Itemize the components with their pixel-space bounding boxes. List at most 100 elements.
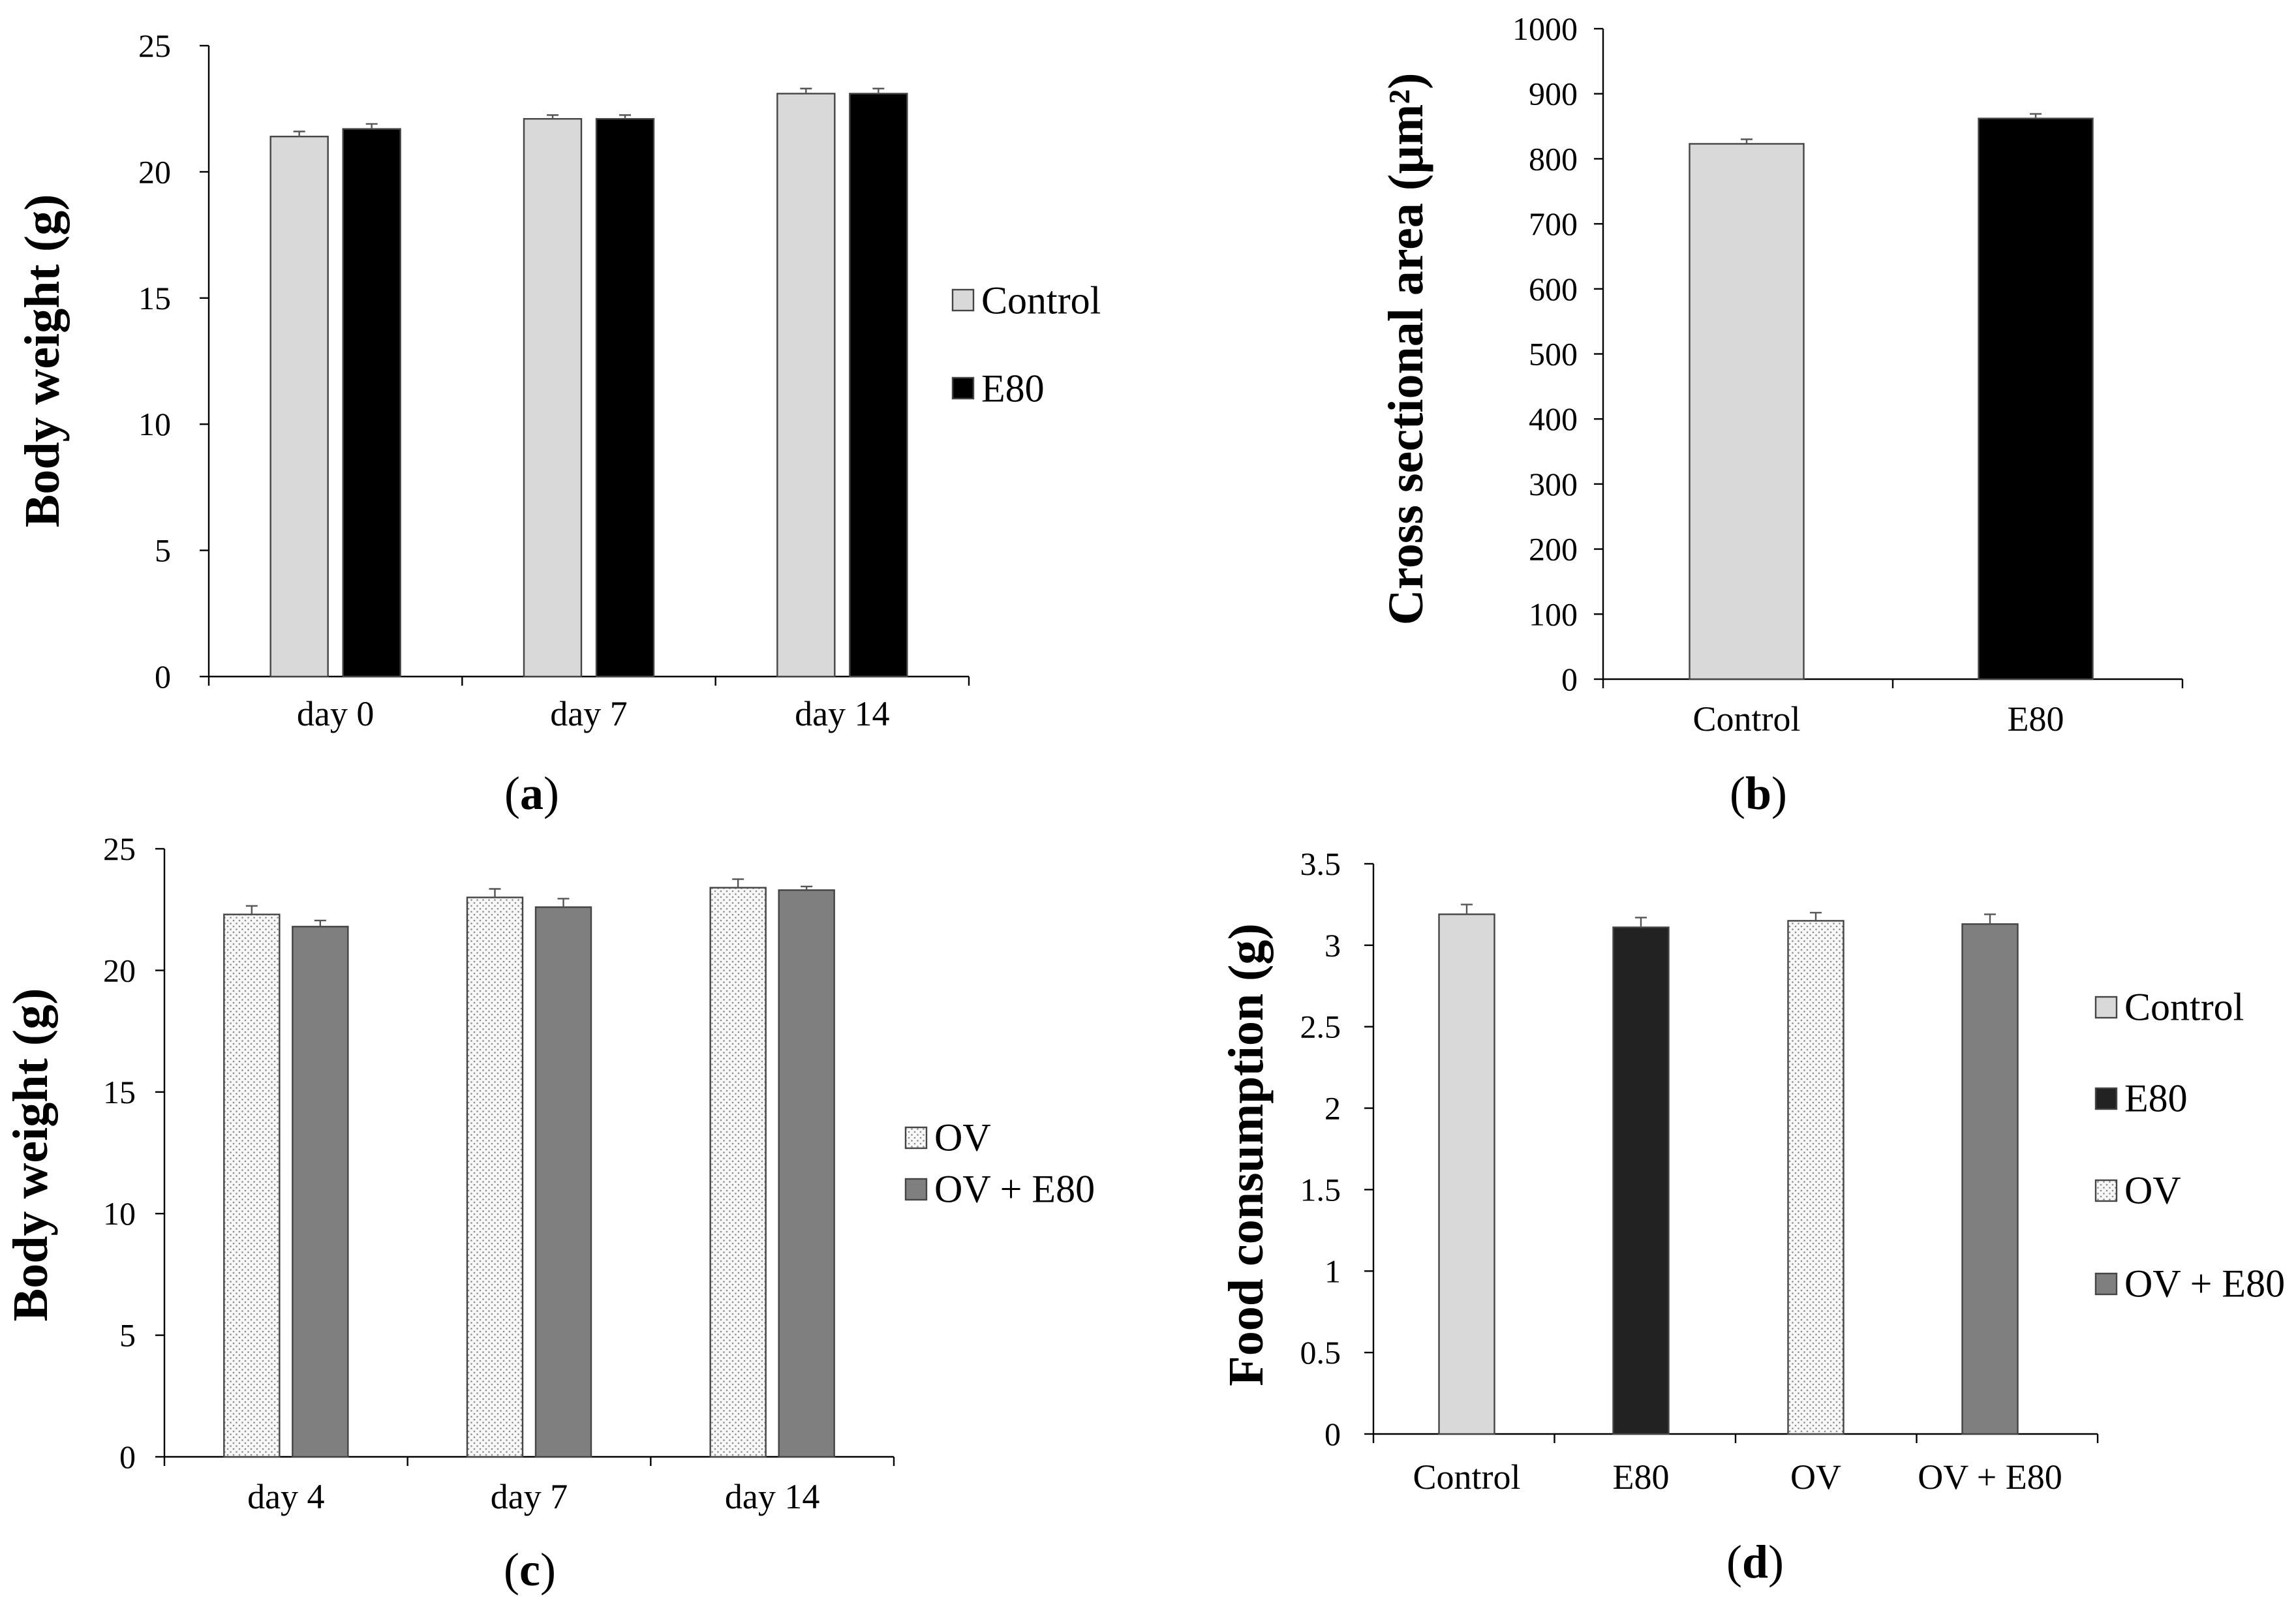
panel-label-letter: d — [1742, 1536, 1768, 1588]
bar — [466, 896, 524, 1458]
bar — [776, 93, 836, 678]
y-tick-label: 25 — [138, 27, 171, 64]
legend-label: Control — [2124, 986, 2244, 1029]
panel-a: 0 5 10 15 20 25 Body weight (g) day 0 day 7 day 1… — [15, 27, 1101, 819]
legend-label: OV — [2124, 1169, 2181, 1212]
y-tick-label: 20 — [103, 952, 136, 988]
bar — [778, 889, 835, 1458]
bar — [523, 117, 583, 678]
panel-label-close: ) — [540, 1544, 556, 1596]
panel-label-close: ) — [1771, 767, 1787, 819]
y-axis-title: Body weight (g) — [3, 988, 58, 1322]
bar — [269, 136, 329, 678]
y-tick-label: 1.5 — [1300, 1171, 1341, 1208]
panel-label-open: ( — [504, 1544, 519, 1596]
y-tick-label: 0 — [119, 1439, 136, 1475]
bar — [849, 93, 908, 678]
y-axis-title: Cross sectional area (µm²) — [1379, 73, 1433, 626]
legend-swatch — [904, 1178, 928, 1201]
panel-label: (b) — [1730, 767, 1787, 819]
category-label: day 7 — [491, 1477, 568, 1516]
legend-label: Control — [981, 279, 1101, 322]
y-tick-label: 0 — [1561, 661, 1578, 697]
panel-label-close: ) — [543, 767, 559, 819]
y-tick-label: 0 — [155, 658, 171, 695]
legend-label: OV + E80 — [2124, 1262, 2285, 1305]
bar — [534, 906, 592, 1458]
bar — [1961, 923, 2019, 1435]
bar — [595, 117, 655, 678]
panel-c: 0 5 10 15 20 25 Body weight (g) day 4 day 7 day 1… — [3, 831, 1095, 1596]
y-tick-label: 2 — [1324, 1090, 1341, 1127]
y-tick-label: 400 — [1529, 401, 1578, 437]
panel-d: 0 0.5 1 1.5 2 2.5 3 3.5 Food consumption (g) Cont… — [1219, 846, 2285, 1588]
bar — [1689, 143, 1805, 680]
legend-swatch — [2094, 1272, 2118, 1296]
y-tick-label: 10 — [138, 406, 171, 442]
y-tick-label: 200 — [1529, 531, 1578, 568]
legend-swatch — [951, 376, 975, 400]
y-tick-label: 1000 — [1512, 10, 1578, 47]
bar — [1612, 926, 1670, 1435]
legend-swatch — [2094, 1179, 2118, 1202]
panel-label-letter: a — [520, 767, 543, 819]
category-label: day 14 — [795, 694, 889, 733]
category-label: day 0 — [297, 694, 374, 733]
bar — [223, 913, 281, 1458]
category-label: OV — [1790, 1457, 1841, 1497]
panel-label-open: ( — [504, 767, 520, 819]
panel-label-close: ) — [1768, 1536, 1784, 1588]
y-tick-label: 100 — [1529, 596, 1578, 632]
legend-label: E80 — [2124, 1077, 2188, 1120]
y-tick-label: 800 — [1529, 140, 1578, 177]
panel-label: (c) — [504, 1544, 556, 1596]
y-axis-title: Body weight (g) — [15, 194, 70, 528]
y-tick-label: 600 — [1529, 271, 1578, 307]
y-tick-label: 300 — [1529, 466, 1578, 502]
category-label: E80 — [2008, 699, 2064, 739]
category-label: day 7 — [550, 694, 627, 733]
bar — [292, 926, 349, 1458]
y-tick-label: 0 — [1324, 1416, 1341, 1452]
y-tick-label: 1 — [1324, 1253, 1341, 1289]
panel-label-open: ( — [1730, 767, 1745, 819]
bar — [342, 128, 401, 678]
category-label: Control — [1413, 1457, 1520, 1497]
y-tick-label: 3.5 — [1300, 846, 1341, 882]
legend-label: OV + E80 — [934, 1168, 1095, 1211]
category-label: Control — [1692, 699, 1800, 739]
bar — [1978, 117, 2094, 680]
bar — [1787, 920, 1844, 1435]
y-tick-label: 2.5 — [1300, 1009, 1341, 1045]
legend-swatch — [904, 1126, 928, 1150]
panel-label-letter: c — [519, 1544, 540, 1596]
legend-swatch — [2094, 1087, 2118, 1110]
y-tick-label: 3 — [1324, 927, 1341, 964]
bar — [709, 887, 767, 1458]
bar — [1438, 913, 1495, 1435]
category-label: OV + E80 — [1918, 1457, 2062, 1497]
legend-label: OV — [934, 1116, 991, 1159]
y-tick-label: 500 — [1529, 336, 1578, 373]
panel-label: (d) — [1726, 1536, 1784, 1588]
panel-label-open: ( — [1726, 1536, 1742, 1588]
category-label: E80 — [1613, 1457, 1670, 1497]
y-tick-label: 900 — [1529, 76, 1578, 112]
y-tick-label: 0.5 — [1300, 1334, 1341, 1371]
legend-swatch — [951, 288, 975, 312]
y-tick-label: 700 — [1529, 206, 1578, 242]
panel-b: 0 100 200 300 400 500 600 700 800 900 1000 Cross se… — [1379, 10, 2184, 819]
y-axis-title: Food consumption (g) — [1219, 923, 1274, 1386]
legend-swatch — [2094, 996, 2118, 1019]
category-label: day 14 — [725, 1477, 819, 1516]
y-tick-label: 15 — [138, 280, 171, 316]
y-tick-label: 10 — [103, 1195, 136, 1232]
legend-label: E80 — [981, 367, 1045, 410]
panel-label-letter: b — [1745, 767, 1771, 819]
y-tick-label: 25 — [103, 831, 136, 867]
y-tick-label: 5 — [155, 532, 171, 569]
panel-label: (a) — [504, 767, 559, 819]
y-tick-label: 15 — [103, 1074, 136, 1110]
y-tick-label: 20 — [138, 153, 171, 190]
